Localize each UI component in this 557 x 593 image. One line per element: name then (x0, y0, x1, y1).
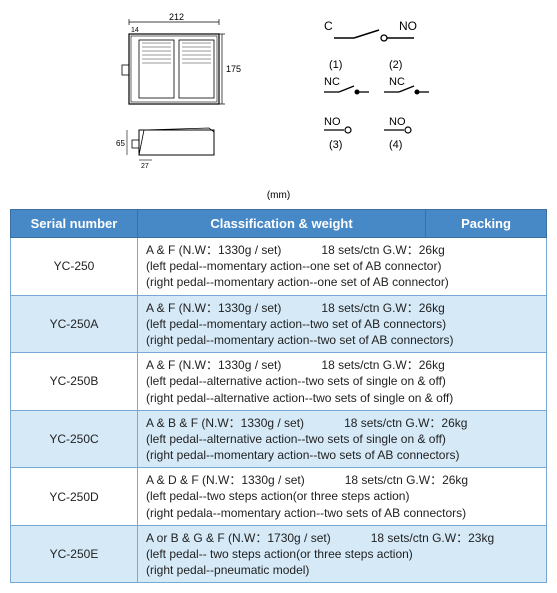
header-packing: Packing (426, 210, 547, 238)
desc-cell: A & F (N.W：1330g / set)18 sets/ctn G.W：2… (138, 295, 547, 353)
dim-side-depth: 27 (141, 163, 149, 170)
svg-text:NO: NO (324, 116, 341, 128)
table-row: YC-250DA & D & F (N.W：1330g / set)18 set… (11, 468, 547, 526)
svg-text:(1): (1) (329, 59, 342, 71)
svg-text:(4): (4) (389, 139, 402, 151)
desc-cell: A & D & F (N.W：1330g / set)18 sets/ctn G… (138, 468, 547, 526)
svg-text:NC: NC (389, 76, 405, 88)
desc-cell: A & F (N.W：1330g / set)18 sets/ctn G.W：2… (138, 353, 547, 411)
svg-text:NO: NO (389, 116, 406, 128)
header-serial: Serial number (11, 210, 138, 238)
contact-schematic: C NO (1) (2) NC NC NO NO ( (304, 10, 444, 170)
serial-cell: YC-250E (11, 525, 138, 583)
diagram-area: 212 14 175 (10, 10, 547, 180)
table-row: YC-250A & F (N.W：1330g / set)18 sets/ctn… (11, 238, 547, 296)
serial-cell: YC-250A (11, 295, 138, 353)
spec-table: Serial number Classification & weight Pa… (10, 209, 547, 583)
table-row: YC-250CA & B & F (N.W：1330g / set)18 set… (11, 410, 547, 468)
table-row: YC-250EA or B & G & F (N.W：1730g / set)1… (11, 525, 547, 583)
header-classification: Classification & weight (138, 210, 426, 238)
svg-text:C: C (324, 19, 333, 33)
svg-text:(2): (2) (389, 59, 402, 71)
technical-drawing: 212 14 175 (114, 10, 264, 180)
dim-width: 212 (169, 12, 184, 22)
table-row: YC-250BA & F (N.W：1330g / set)18 sets/ct… (11, 353, 547, 411)
serial-cell: YC-250B (11, 353, 138, 411)
table-row: YC-250AA & F (N.W：1330g / set)18 sets/ct… (11, 295, 547, 353)
svg-text:NO: NO (399, 19, 417, 33)
serial-cell: YC-250D (11, 468, 138, 526)
dim-height: 175 (226, 64, 241, 74)
svg-text:NC: NC (324, 76, 340, 88)
serial-cell: YC-250 (11, 238, 138, 296)
unit-label: (mm) (10, 190, 547, 201)
serial-cell: YC-250C (11, 410, 138, 468)
desc-cell: A & F (N.W：1330g / set)18 sets/ctn G.W：2… (138, 238, 547, 296)
dim-side-height: 65 (116, 139, 125, 148)
desc-cell: A & B & F (N.W：1330g / set)18 sets/ctn G… (138, 410, 547, 468)
desc-cell: A or B & G & F (N.W：1730g / set)18 sets/… (138, 525, 547, 583)
dim-sub: 14 (131, 27, 139, 34)
svg-text:(3): (3) (329, 139, 342, 151)
